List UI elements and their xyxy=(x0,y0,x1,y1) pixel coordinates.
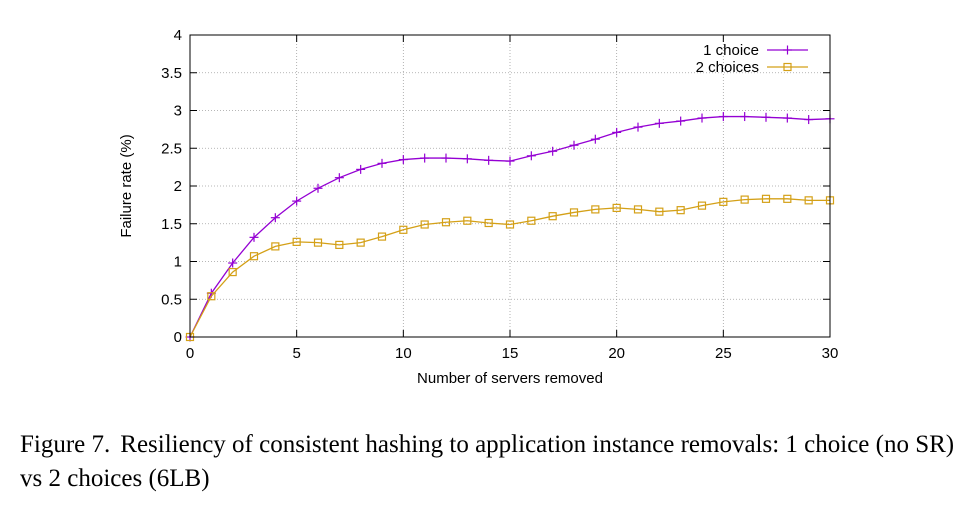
data-point xyxy=(569,208,579,217)
data-point xyxy=(398,155,408,165)
x-tick-label: 0 xyxy=(186,345,194,362)
y-tick-label: 2.5 xyxy=(161,140,182,157)
data-point xyxy=(228,267,237,277)
data-point xyxy=(676,116,686,126)
data-point xyxy=(783,194,792,203)
data-point xyxy=(590,134,600,144)
series-1 xyxy=(185,112,835,342)
data-point xyxy=(655,207,664,216)
data-point xyxy=(441,218,451,227)
data-point xyxy=(249,252,259,261)
x-tick-label: 20 xyxy=(608,345,625,362)
legend-marker xyxy=(783,45,792,55)
y-tick-label: 0.5 xyxy=(161,291,182,308)
data-point xyxy=(740,195,749,204)
legend-label: 2 choices xyxy=(696,59,759,76)
legend-marker xyxy=(783,62,792,72)
data-point xyxy=(782,113,792,123)
y-tick-label: 3.5 xyxy=(161,65,182,82)
figure-caption: Figure 7. Resiliency of consistent hashin… xyxy=(20,428,955,496)
data-point xyxy=(271,242,280,251)
data-point xyxy=(804,196,813,205)
data-point xyxy=(697,201,707,210)
data-point xyxy=(527,216,536,225)
data-point xyxy=(462,154,472,164)
data-point xyxy=(591,205,600,214)
y-tick-label: 0 xyxy=(174,329,182,346)
y-tick-label: 1 xyxy=(174,254,182,271)
grid-lines xyxy=(190,35,830,337)
data-point xyxy=(761,194,771,203)
data-point xyxy=(569,140,579,150)
x-tick-label: 10 xyxy=(395,345,412,362)
y-axis-label: Failure rate (%) xyxy=(118,134,135,237)
data-point xyxy=(207,292,216,301)
data-point xyxy=(356,238,365,247)
data-point xyxy=(505,220,515,229)
data-point xyxy=(292,196,302,206)
data-point xyxy=(633,205,643,214)
series-layer xyxy=(185,112,835,342)
data-point xyxy=(505,156,515,166)
data-point xyxy=(718,112,728,122)
x-axis-label: Number of servers removed xyxy=(417,370,603,387)
data-point xyxy=(249,232,259,242)
data-point xyxy=(740,112,750,122)
data-point xyxy=(633,122,643,132)
y-tick-label: 1.5 xyxy=(161,216,182,233)
data-point xyxy=(761,112,771,122)
x-tick-label: 5 xyxy=(292,345,300,362)
data-point xyxy=(334,173,344,183)
caption-text: Resiliency of consistent hashing to appl… xyxy=(20,431,955,492)
data-point xyxy=(441,153,451,163)
legend-label: 1 choice xyxy=(703,42,759,59)
data-point xyxy=(804,115,814,125)
series-line xyxy=(189,198,830,338)
data-point xyxy=(228,258,238,268)
data-point xyxy=(292,237,301,246)
data-point xyxy=(270,213,280,223)
data-point xyxy=(548,146,558,156)
data-point xyxy=(697,113,707,123)
data-point xyxy=(463,216,472,225)
data-point xyxy=(335,240,344,249)
caption-label: Figure 7. xyxy=(20,431,111,458)
data-point xyxy=(356,164,366,174)
data-point xyxy=(484,155,494,165)
data-point xyxy=(612,127,622,137)
x-tick-label: 25 xyxy=(715,345,732,362)
data-point xyxy=(548,212,557,221)
data-point xyxy=(313,183,323,193)
data-point xyxy=(719,197,728,206)
data-point xyxy=(420,153,430,163)
x-tick-label: 30 xyxy=(822,345,839,362)
data-point xyxy=(484,218,493,228)
y-tick-label: 3 xyxy=(174,103,182,120)
chart: 0 0.5 1 1.5 2 2.5 3 3.5 4 0 5 10 15 20 25 30 1 choice2 … xyxy=(118,27,838,387)
data-point xyxy=(377,232,387,241)
axis-ticks: 0 0.5 1 1.5 2 2.5 3 3.5 4 0 5 10 15 20 25 30 xyxy=(161,27,838,362)
data-point xyxy=(526,151,536,161)
x-tick-label: 15 xyxy=(502,345,519,362)
data-point xyxy=(313,238,323,247)
y-tick-label: 2 xyxy=(174,178,182,195)
data-point xyxy=(654,118,664,128)
data-point xyxy=(420,220,429,229)
series-2 xyxy=(185,194,835,342)
data-point xyxy=(377,158,387,168)
y-tick-label: 4 xyxy=(174,27,182,44)
data-point xyxy=(399,225,408,234)
data-point xyxy=(612,203,621,212)
data-point xyxy=(676,206,685,215)
